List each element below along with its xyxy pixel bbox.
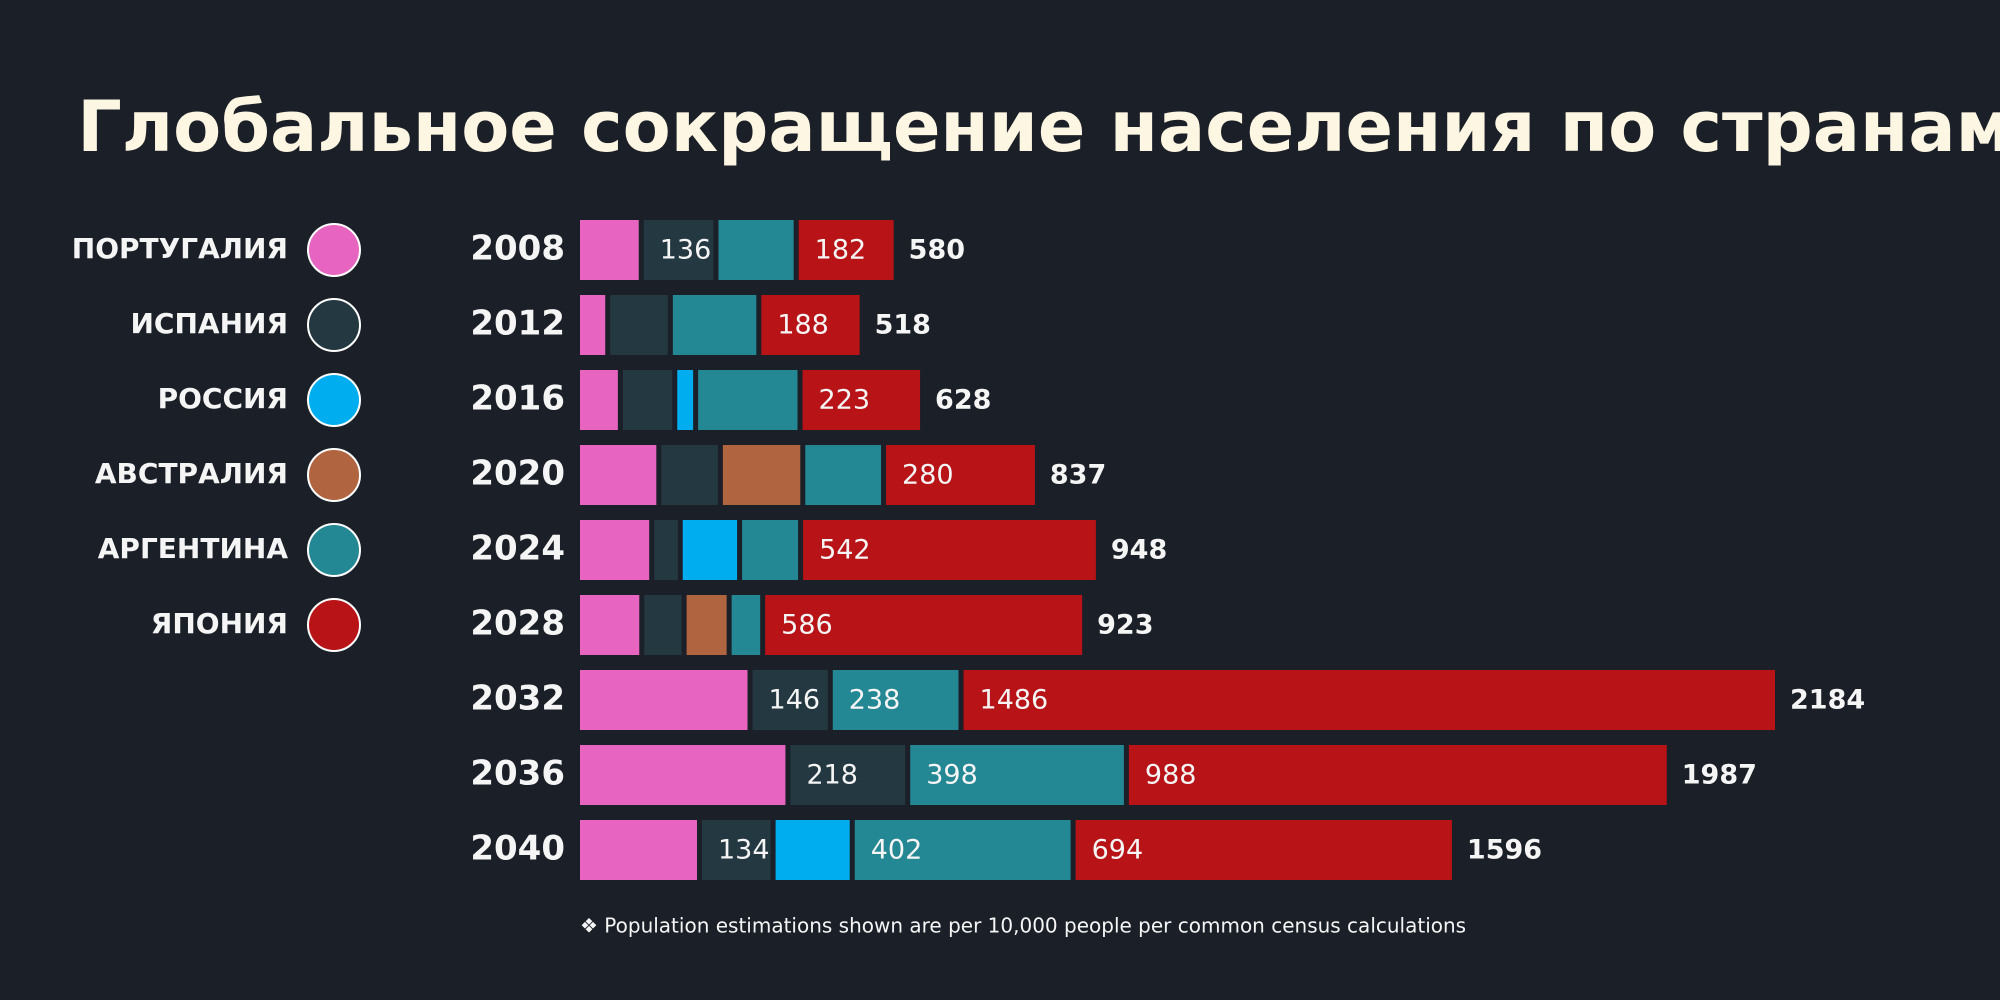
bar-segment	[580, 820, 697, 880]
total-label: 628	[935, 385, 991, 416]
bar-segment	[580, 295, 606, 355]
legend-swatch	[307, 298, 361, 352]
value-label: 223	[819, 385, 871, 416]
bar-segment	[963, 670, 1775, 730]
y-tick-label: 2020	[470, 454, 565, 494]
value-label: 238	[849, 685, 901, 716]
bar-segment	[580, 445, 657, 505]
bar-segment	[580, 370, 618, 430]
legend-swatch	[307, 373, 361, 427]
legend-swatch	[307, 523, 361, 577]
bar-segment	[886, 445, 1035, 505]
legend-swatch	[307, 598, 361, 652]
bar-segment	[654, 520, 678, 580]
y-tick-label: 2008	[470, 229, 565, 269]
bar-segment	[701, 820, 771, 880]
bar-segment	[580, 595, 640, 655]
legend-label: ПОРТУГАЛИЯ	[72, 232, 288, 265]
value-label: 542	[819, 535, 871, 566]
value-label: 146	[769, 685, 821, 716]
y-tick-label: 2032	[470, 679, 565, 719]
bar-segment	[1075, 820, 1452, 880]
bar-segment	[610, 295, 668, 355]
bar-segment	[580, 220, 639, 280]
y-tick-label: 2040	[470, 829, 565, 869]
legend-label: ИСПАНИЯ	[130, 307, 288, 340]
bar-segment	[854, 820, 1071, 880]
bar-segment	[752, 670, 828, 730]
bar-segment	[802, 370, 921, 430]
bar-segment	[580, 520, 650, 580]
value-label: 694	[1092, 835, 1144, 866]
bar-segment	[1128, 745, 1667, 805]
bar-segment	[580, 670, 748, 730]
bar-segment	[731, 595, 761, 655]
bar-segment	[672, 295, 757, 355]
bar-segment	[803, 520, 1096, 580]
bar-segment	[798, 220, 894, 280]
total-label: 837	[1050, 460, 1106, 491]
legend-label: АВСТРАЛИЯ	[95, 457, 288, 490]
bar-segment	[765, 595, 1083, 655]
bar-segment	[722, 445, 801, 505]
total-label: 948	[1111, 535, 1167, 566]
value-label: 280	[902, 460, 954, 491]
legend-label: РОССИЯ	[158, 382, 288, 415]
bar-segment	[742, 520, 799, 580]
bar-segment	[661, 445, 718, 505]
bar-segment	[910, 745, 1124, 805]
y-tick-label: 2016	[470, 379, 565, 419]
value-label: 402	[871, 835, 923, 866]
bar-segment	[698, 370, 798, 430]
bar-segment	[775, 820, 850, 880]
bar-segment	[682, 520, 738, 580]
y-tick-label: 2028	[470, 604, 565, 644]
legend-swatch	[307, 223, 361, 277]
total-label: 923	[1097, 610, 1153, 641]
bar-segment	[677, 370, 694, 430]
total-label: 580	[909, 235, 965, 266]
footnote: ❖ Population estimations shown are per 1…	[580, 914, 1466, 938]
legend-label: АРГЕНТИНА	[98, 532, 289, 565]
bar-segment	[644, 595, 682, 655]
legend-label: ЯПОНИЯ	[151, 607, 288, 640]
bar-segment	[832, 670, 959, 730]
bar-segment	[790, 745, 906, 805]
total-label: 1987	[1682, 760, 1757, 791]
value-label: 988	[1145, 760, 1197, 791]
bar-segment	[643, 220, 714, 280]
chart-title: Глобальное сокращение населения по стран…	[77, 86, 2000, 168]
bar-segment	[761, 295, 860, 355]
total-label: 1596	[1467, 835, 1542, 866]
value-label: 586	[781, 610, 833, 641]
bar-segment	[686, 595, 727, 655]
value-label: 134	[718, 835, 770, 866]
y-tick-label: 2036	[470, 754, 565, 794]
value-label: 218	[806, 760, 858, 791]
bar-segment	[580, 745, 786, 805]
bar-segment	[805, 445, 882, 505]
value-label: 398	[926, 760, 978, 791]
bar-segment	[622, 370, 673, 430]
value-label: 188	[777, 310, 829, 341]
y-tick-label: 2012	[470, 304, 565, 344]
bar-segment	[718, 220, 794, 280]
legend-swatch	[307, 448, 361, 502]
value-label: 182	[815, 235, 867, 266]
total-label: 518	[875, 310, 931, 341]
value-label: 136	[660, 235, 712, 266]
value-label: 1486	[980, 685, 1049, 716]
y-tick-label: 2024	[470, 529, 565, 569]
total-label: 2184	[1790, 685, 1865, 716]
